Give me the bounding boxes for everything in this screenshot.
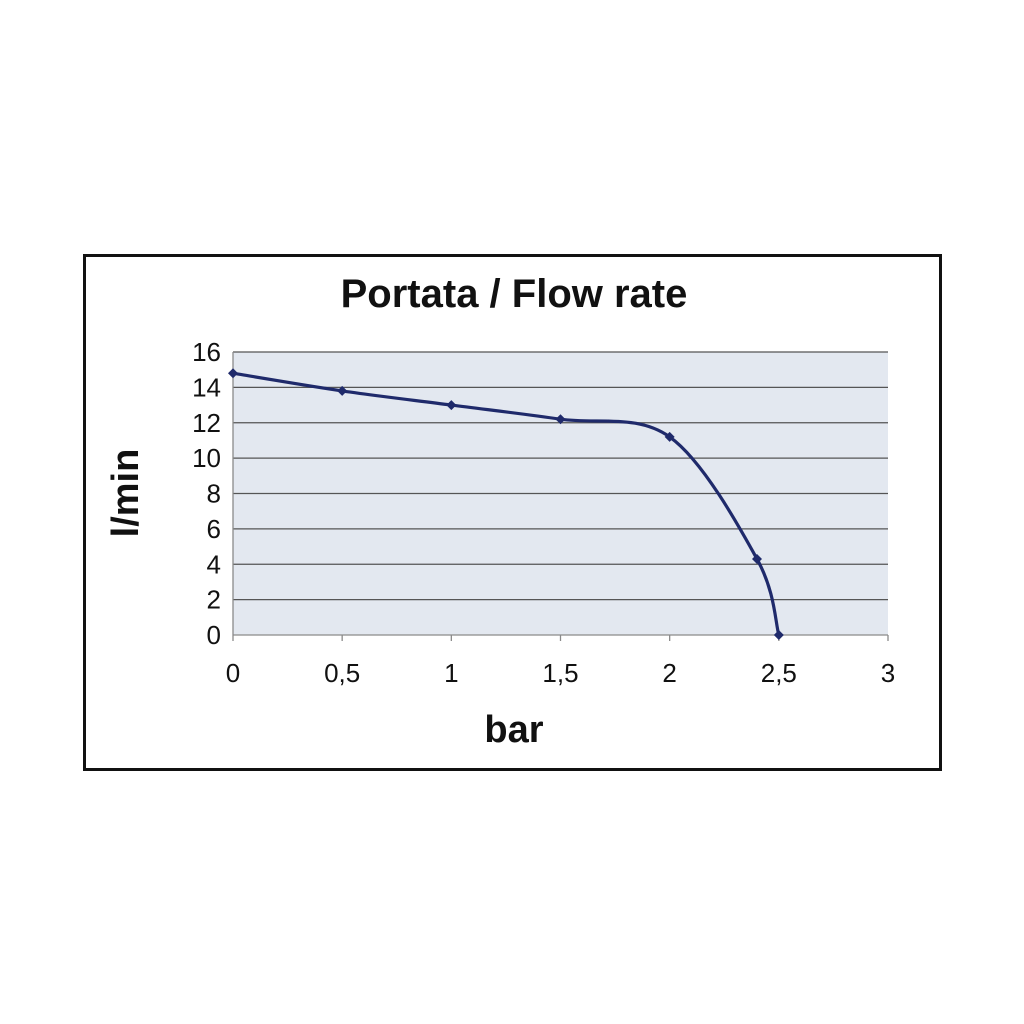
data-point-marker [773,630,784,640]
x-axis-title: bar [484,709,543,751]
x-tick-label: 2 [662,658,676,688]
y-tick-label: 4 [207,549,221,579]
x-tick-labels: 0 0,5 1 1,5 2 2,5 3 [226,658,895,688]
chart-frame: Portata / Flow rate 0 2 4 6 8 10 12 14 16 0 0,5 1 1… [83,254,942,771]
x-tick-label: 0,5 [324,658,360,688]
data-point-marker [446,400,457,411]
chart-svg: Portata / Flow rate 0 2 4 6 8 10 12 14 16 0 0,5 1 1… [105,272,895,751]
x-tick-label: 0 [226,658,240,688]
x-tick-label: 1 [444,658,458,688]
data-point-marker [752,553,762,564]
y-tick-label: 8 [207,479,221,509]
x-tick-label: 3 [881,658,895,688]
data-point-marker [337,385,348,396]
y-tick-label: 6 [207,514,221,544]
y-tick-label: 2 [207,585,221,615]
chart-title: Portata / Flow rate [341,272,688,316]
data-point-marker [664,431,675,442]
y-tick-label: 10 [192,443,221,473]
y-axis-title: l/min [105,449,147,538]
data-point-marker [228,368,238,379]
y-tick-label: 16 [192,337,221,367]
y-tick-label: 12 [192,408,221,438]
y-tick-label: 14 [192,372,221,402]
series-layer [228,368,784,640]
y-tick-labels: 0 2 4 6 8 10 12 14 16 [192,337,221,650]
data-point-marker [555,414,566,425]
x-tick-label: 2,5 [761,658,797,688]
x-tick-label: 1,5 [542,658,578,688]
y-tick-label: 0 [207,620,221,650]
